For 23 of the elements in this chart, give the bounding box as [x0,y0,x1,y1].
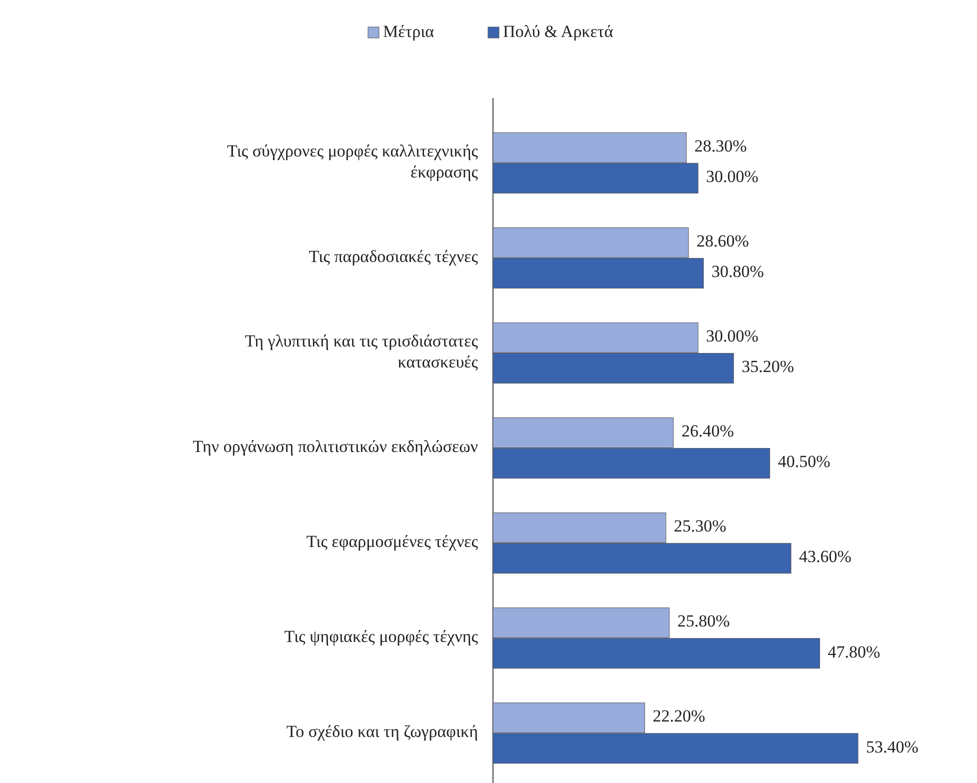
data-label: 30.00% [706,167,758,186]
legend-label: Πολύ & Αρκετά [503,22,614,41]
data-label: 43.60% [799,547,852,566]
y-tick-label: Τη γλυπτική και τις τρισδιάστατες κατασκευές [244,331,478,372]
data-label: 53.40% [866,737,918,756]
data-label: 35.20% [742,357,794,376]
data-label: 22.20% [652,706,706,726]
y-tick-label: Τις σύγχρονες μορφές καλλιτεχνικής έκφρασης [227,141,478,182]
data-label: 25.30% [674,516,726,536]
legend-label: Μέτρια [383,22,434,41]
y-tick-label: Τις ψηφιακές μορφές τέχνης [284,626,478,646]
y-tick-label: Το σχέδιο και τη ζωγραφική [286,722,478,742]
data-label: 25.80% [677,612,730,631]
y-tick-label: Τις παραδοσιακές τέχνες [308,246,478,266]
data-label: 28.30% [694,136,747,156]
data-label: 30.00% [706,326,758,346]
data-label: 28.60% [696,232,749,251]
data-label: 30.80% [712,262,764,282]
y-tick-label: Την οργάνωση πολιτιστικών εκδηλώσεων [192,436,478,456]
y-tick-label: Τις εφαρμοσμένες τέχνες [306,532,478,551]
data-label: 26.40% [681,422,734,441]
data-label: 40.50% [778,452,830,472]
data-label: 47.80% [828,642,880,662]
